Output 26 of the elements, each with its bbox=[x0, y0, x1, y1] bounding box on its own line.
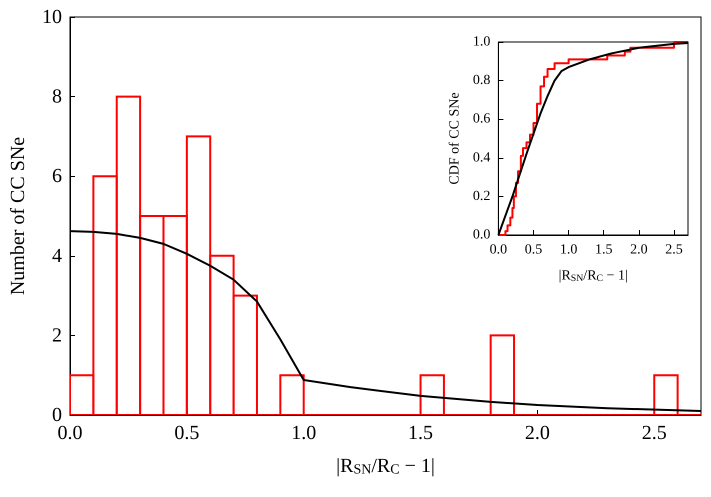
y-tick-label: 0.0 bbox=[472, 228, 490, 242]
y-axis-title: CDF of CC SNe bbox=[448, 92, 462, 185]
x-axis-title: |RSN/RC − 1| bbox=[336, 455, 435, 478]
y-tick-label: 10 bbox=[42, 6, 62, 28]
x-tick-label: 0.5 bbox=[524, 242, 542, 258]
x-tick-label: 0.5 bbox=[174, 422, 200, 444]
y-tick-label: 0.4 bbox=[472, 150, 490, 166]
x-tick-label: 1.5 bbox=[408, 422, 434, 444]
x-tick-label: 1.0 bbox=[291, 422, 316, 444]
y-tick-label: 0.6 bbox=[472, 112, 490, 127]
x-tick-label: 1.5 bbox=[594, 242, 612, 258]
y-tick-label: 0.2 bbox=[472, 188, 490, 204]
x-tick-label: 1.0 bbox=[560, 242, 578, 258]
y-tick-label: 4 bbox=[52, 244, 62, 267]
y-tick-label: 0 bbox=[52, 404, 62, 426]
x-tick-label: 2.0 bbox=[524, 422, 550, 444]
y-axis-title: Number of CC SNe bbox=[7, 136, 29, 296]
y-tick-label: 1.0 bbox=[472, 34, 490, 50]
y-tick-label: 8 bbox=[52, 86, 62, 108]
y-tick-label: 0.8 bbox=[472, 73, 490, 88]
x-tick-label: 2.5 bbox=[642, 422, 667, 444]
x-tick-label: 2.0 bbox=[630, 242, 648, 258]
y-tick-label: 6 bbox=[52, 165, 62, 188]
y-tick-label: 2 bbox=[52, 324, 62, 346]
x-tick-label: 0.0 bbox=[490, 242, 508, 258]
x-tick-label: 2.5 bbox=[665, 242, 683, 258]
